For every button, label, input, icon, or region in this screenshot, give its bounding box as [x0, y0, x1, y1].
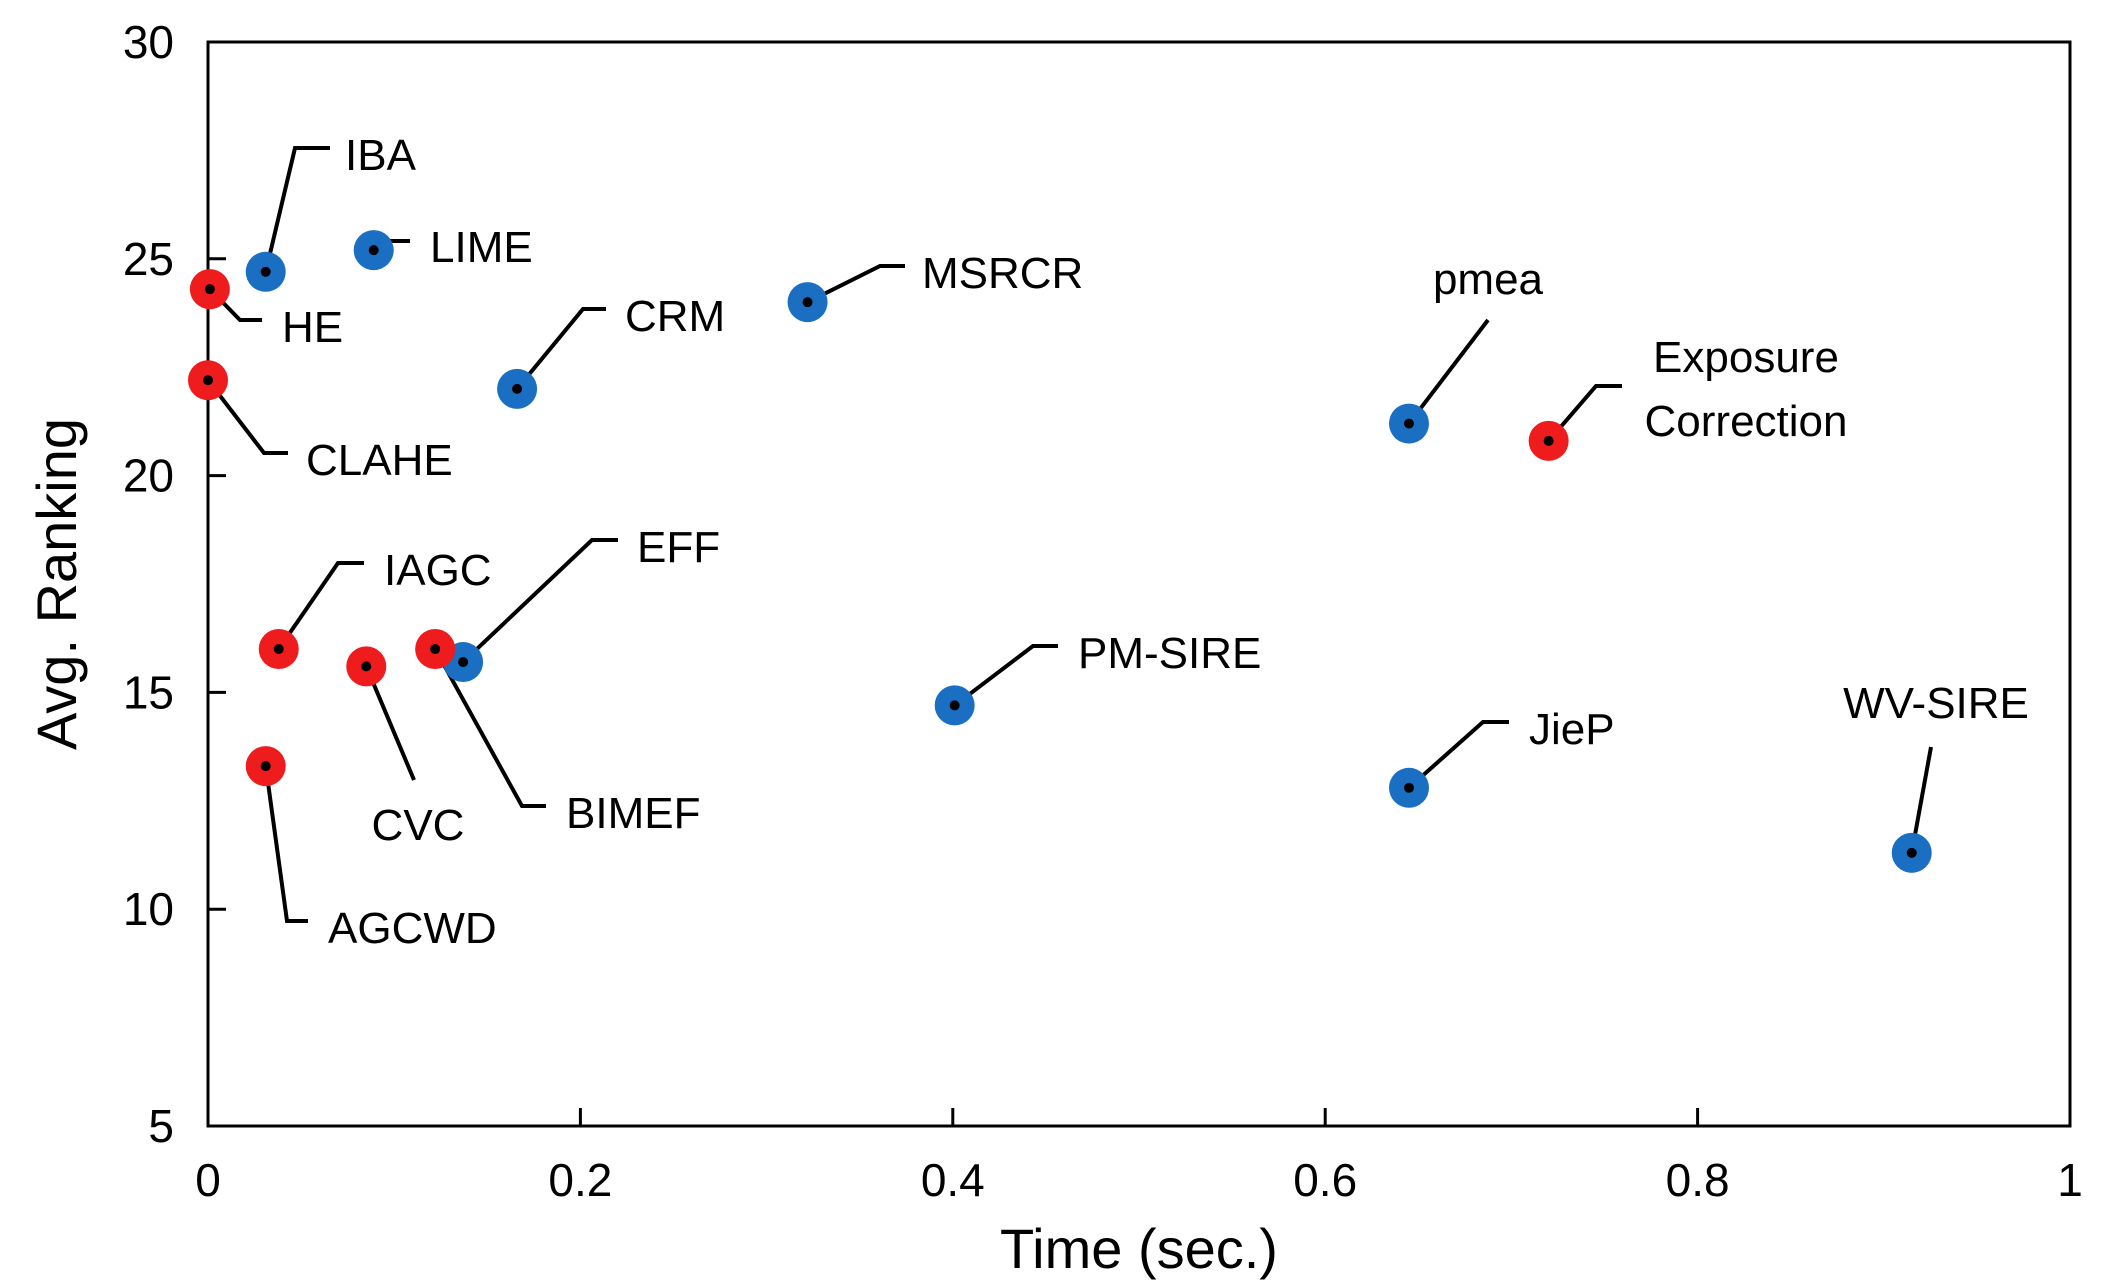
data-point-center-iagc: [273, 644, 284, 655]
point-label-he: HE: [282, 303, 343, 352]
point-label-jiep: JieP: [1529, 705, 1615, 754]
leader-line-cvc: [364, 665, 416, 781]
leader-line-jiep: [1407, 720, 1509, 790]
data-point-center-agcwd: [260, 761, 271, 772]
point-label-lime: LIME: [430, 223, 533, 272]
leader-line-msrcr: [806, 264, 905, 304]
point-label-bimef: BIMEF: [566, 789, 700, 838]
data-point-center-pm-sire: [949, 700, 960, 711]
x-axis-title: Time (sec.): [1000, 1217, 1278, 1280]
x-tick-label: 0.6: [1293, 1154, 1357, 1206]
point-label-agcwd: AGCWD: [328, 904, 497, 953]
x-tick-label: 0.4: [921, 1154, 985, 1206]
leader-lines-layer: [206, 146, 1933, 923]
axes-layer: 5 10 15 20 25 30 0 0.2 0.4 0.6 0.8 1 Time (sec.) Avg.…: [25, 16, 2083, 1280]
leader-line-clahe: [206, 378, 288, 455]
point-label-cvc: CVC: [372, 801, 465, 850]
y-tick-label: 25: [123, 233, 174, 285]
y-tick-label: 20: [123, 450, 174, 502]
leader-line-iagc: [277, 561, 364, 651]
data-point-center-he: [204, 284, 215, 295]
point-label-exposure-correction: Correction: [1645, 397, 1848, 446]
data-point-center-clahe: [203, 375, 213, 386]
point-label-clahe: CLAHE: [306, 436, 453, 485]
y-tick-label: 15: [123, 666, 174, 718]
point-label-exposure-correction: Exposure: [1653, 333, 1839, 382]
point-label-crm: CRM: [625, 292, 725, 341]
leader-line-iba: [263, 146, 330, 273]
data-point-center-jiep: [1403, 782, 1414, 793]
point-label-msrcr: MSRCR: [922, 249, 1083, 298]
point-label-iba: IBA: [345, 131, 417, 180]
point-label-pmea: pmea: [1433, 255, 1544, 304]
x-tick-label: 0: [195, 1154, 221, 1206]
data-point-center-wv-sire: [1906, 847, 1917, 858]
data-point-center-msrcr: [802, 297, 813, 308]
data-point-center-iba: [260, 266, 271, 277]
point-label-eff: EFF: [637, 523, 720, 572]
y-tick-label: 30: [123, 16, 174, 68]
point-label-iagc: IAGC: [384, 546, 492, 595]
data-point-center-exposure-correction: [1543, 435, 1554, 446]
leader-line-pmea: [1407, 318, 1490, 425]
y-tick-label: 5: [148, 1100, 174, 1152]
data-point-center-pmea: [1403, 418, 1414, 429]
leader-line-exposure-correction: [1547, 384, 1622, 443]
data-point-center-eff: [458, 657, 469, 668]
leader-line-eff: [461, 538, 618, 664]
x-tick-label: 0.2: [548, 1154, 612, 1206]
data-point-center-bimef: [430, 644, 441, 655]
x-tick-label: 0.8: [1666, 1154, 1730, 1206]
leader-line-crm: [515, 307, 606, 391]
x-tick-label: 1: [2057, 1154, 2083, 1206]
data-point-center-crm: [512, 383, 523, 394]
leader-line-bimef: [433, 648, 546, 808]
data-point-center-lime: [368, 245, 379, 256]
point-label-pm-sire: PM-SIRE: [1078, 629, 1261, 678]
data-point-center-cvc: [361, 661, 372, 672]
point-label-wv-sire: WV-SIRE: [1843, 679, 2029, 728]
points-layer: [188, 230, 1932, 873]
y-axis-title: Avg. Ranking: [25, 418, 88, 750]
plot-frame: [206, 40, 2072, 1128]
labels-layer: IBA LIME HE CLAHE CRM MSRCR pmea Exposure Correc…: [282, 131, 2029, 953]
y-tick-label: 10: [123, 883, 174, 935]
leader-line-agcwd: [263, 765, 308, 923]
leader-line-pm-sire: [953, 644, 1058, 708]
